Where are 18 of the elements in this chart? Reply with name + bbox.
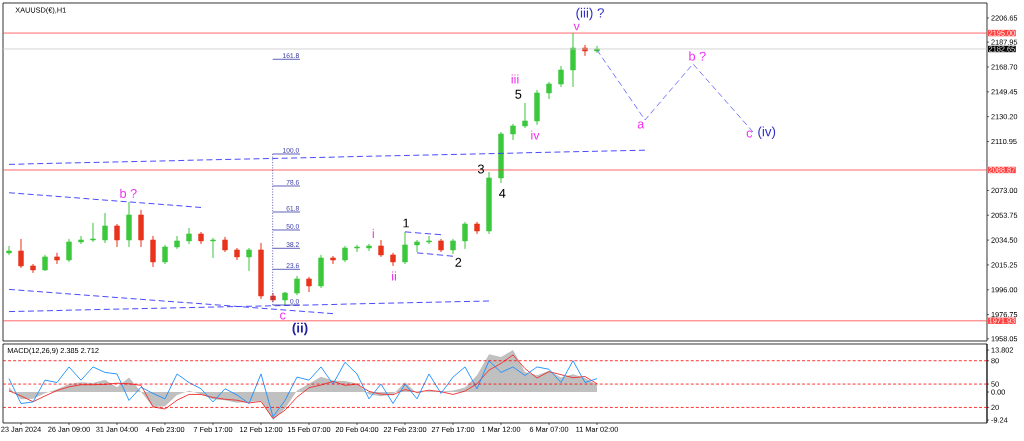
annotation: v xyxy=(573,23,580,31)
annotation: (iii) ? xyxy=(576,7,604,21)
annotation: c xyxy=(746,130,753,138)
annotation: 2 xyxy=(455,257,462,267)
annotation: 1 xyxy=(403,218,409,228)
annotation: a xyxy=(637,121,645,129)
annotation: c xyxy=(280,312,286,320)
annotation: iii xyxy=(511,74,519,84)
annotation: (iv) xyxy=(758,126,776,139)
annotation: (ii) xyxy=(292,322,308,336)
annotation: b ? xyxy=(120,188,137,198)
annotation: 3 xyxy=(477,164,484,174)
annotation: b ? xyxy=(689,51,706,61)
annotation: iv xyxy=(531,130,540,140)
annotation: i xyxy=(372,228,374,238)
annotation: ii xyxy=(392,271,396,281)
annotation: 4 xyxy=(499,188,506,198)
annotation: 5 xyxy=(515,89,522,99)
